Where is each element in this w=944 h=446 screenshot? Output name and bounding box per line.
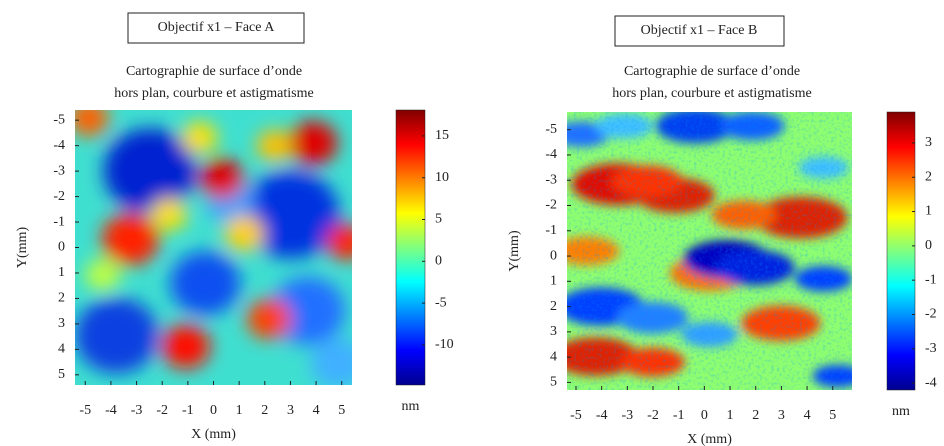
colorbar-tick-label: -4 — [925, 375, 937, 390]
chart-title: Cartographie de surface d’onde — [624, 64, 800, 79]
panel: Objectif x1 – Face B Cartographie de surf… — [507, 15, 937, 446]
y-tick-label: 2 — [58, 291, 65, 306]
label-box — [127, 12, 305, 44]
label-box — [614, 15, 785, 47]
colorbar-tick-label: 0 — [435, 254, 442, 269]
y-tick-label: -4 — [53, 138, 65, 153]
colorbar-label: nm — [402, 399, 420, 414]
heatmap-image — [75, 110, 352, 385]
x-tick-label: 2 — [261, 403, 268, 418]
heatmap-blob — [289, 121, 338, 165]
x-tick-label: -1 — [182, 403, 194, 418]
y-tick-label: 2 — [550, 299, 557, 314]
x-tick-label: 3 — [287, 403, 294, 418]
y-tick-label: 1 — [550, 274, 557, 289]
y-tick-label: -4 — [545, 147, 557, 162]
y-tick-label: 4 — [550, 349, 557, 364]
y-tick-label: -5 — [545, 122, 557, 137]
x-tick-label: 0 — [701, 408, 708, 423]
x-tick-label: 1 — [727, 408, 734, 423]
x-axis-label: X (mm) — [687, 432, 732, 446]
y-tick-label: -5 — [53, 112, 65, 127]
x-tick-label: -5 — [79, 403, 91, 418]
x-tick-label: -3 — [131, 403, 143, 418]
heatmap-blob — [75, 110, 109, 137]
heatmap-blob — [224, 215, 264, 252]
heatmap-blob — [85, 259, 121, 291]
x-tick-label: 0 — [210, 403, 217, 418]
heatmap-blob — [103, 128, 196, 213]
heatmap-blob — [169, 251, 241, 316]
heatmap-blob — [310, 338, 352, 385]
x-tick-label: -4 — [596, 408, 608, 423]
colorbar-tick-label: -1 — [925, 272, 937, 287]
y-tick-label: -2 — [545, 198, 557, 213]
heatmap-blob — [270, 276, 346, 345]
colorbar-tick-label: 10 — [435, 170, 449, 185]
heatmap-blob — [75, 297, 159, 374]
heatmap-blob — [101, 213, 159, 266]
panel-label: Objectif x1 – Face A — [158, 20, 276, 35]
colorbar-tick-label: 15 — [435, 128, 449, 143]
y-tick-label: 1 — [58, 265, 65, 280]
heatmap-noise — [567, 112, 852, 390]
y-tick-label: 5 — [58, 367, 65, 382]
y-tick-label: 5 — [550, 375, 557, 390]
heatmap-blob — [246, 299, 291, 339]
x-tick-label: -4 — [105, 403, 117, 418]
y-tick-label: 3 — [550, 324, 557, 339]
panel: Objectif x1 – Face A Cartographie de surf… — [15, 12, 454, 442]
x-tick-label: 5 — [829, 408, 836, 423]
chart-subtitle: hors plan, courbure et astigmatisme — [612, 86, 811, 101]
x-tick-label: -2 — [647, 408, 659, 423]
chart-subtitle: hors plan, courbure et astigmatisme — [114, 86, 313, 101]
x-tick-label: 3 — [778, 408, 785, 423]
heatmap-blob — [326, 224, 352, 260]
heatmap-blob — [182, 121, 218, 154]
x-tick-label: -5 — [570, 408, 582, 423]
y-tick-label: 4 — [58, 342, 65, 357]
colorbar — [395, 109, 426, 386]
colorbar-tick-label: -3 — [925, 341, 937, 356]
y-axis-label: Y(mm) — [15, 227, 30, 269]
x-tick-label: 1 — [236, 403, 243, 418]
colorbar-tick-label: -5 — [435, 295, 447, 310]
y-tick-label: 0 — [550, 248, 557, 263]
colorbar-tick-label: 2 — [925, 169, 932, 184]
chart-title: Cartographie de surface d’onde — [126, 64, 302, 79]
heatmap-image — [567, 112, 852, 390]
colorbar-tick-label: 1 — [925, 204, 932, 219]
heatmap-blobs — [75, 110, 352, 385]
y-tick-label: -1 — [53, 214, 65, 229]
y-axis-label: Y(mm) — [507, 230, 522, 272]
x-tick-label: 4 — [804, 408, 811, 423]
panel-label: Objectif x1 – Face B — [641, 23, 758, 38]
heatmap-blob — [256, 129, 293, 162]
colorbar-tick-label: 5 — [435, 212, 442, 227]
x-tick-label: -3 — [622, 408, 634, 423]
x-tick-label: -2 — [156, 403, 168, 418]
colorbar — [886, 111, 916, 391]
colorbar-tick-label: -10 — [435, 337, 454, 352]
y-tick-label: -3 — [545, 172, 557, 187]
colorbar-tick-label: 3 — [925, 135, 932, 150]
x-tick-label: 2 — [752, 408, 759, 423]
heatmap-blob — [242, 170, 340, 259]
colorbar-tick-label: 0 — [925, 238, 932, 253]
y-tick-label: -2 — [53, 189, 65, 204]
x-tick-label: 5 — [338, 403, 345, 418]
x-axis-label: X (mm) — [191, 427, 236, 442]
heatmap-blob — [151, 198, 187, 231]
heatmap-blob — [161, 324, 210, 369]
x-tick-label: -1 — [673, 408, 685, 423]
y-tick-label: 3 — [58, 316, 65, 331]
heatmap-blob — [199, 158, 244, 199]
y-tick-label: -1 — [545, 223, 557, 238]
x-tick-label: 4 — [313, 403, 320, 418]
colorbar-tick-label: -2 — [925, 307, 937, 322]
colorbar-label: nm — [892, 404, 910, 419]
y-tick-label: -3 — [53, 163, 65, 178]
y-tick-label: 0 — [58, 240, 65, 255]
